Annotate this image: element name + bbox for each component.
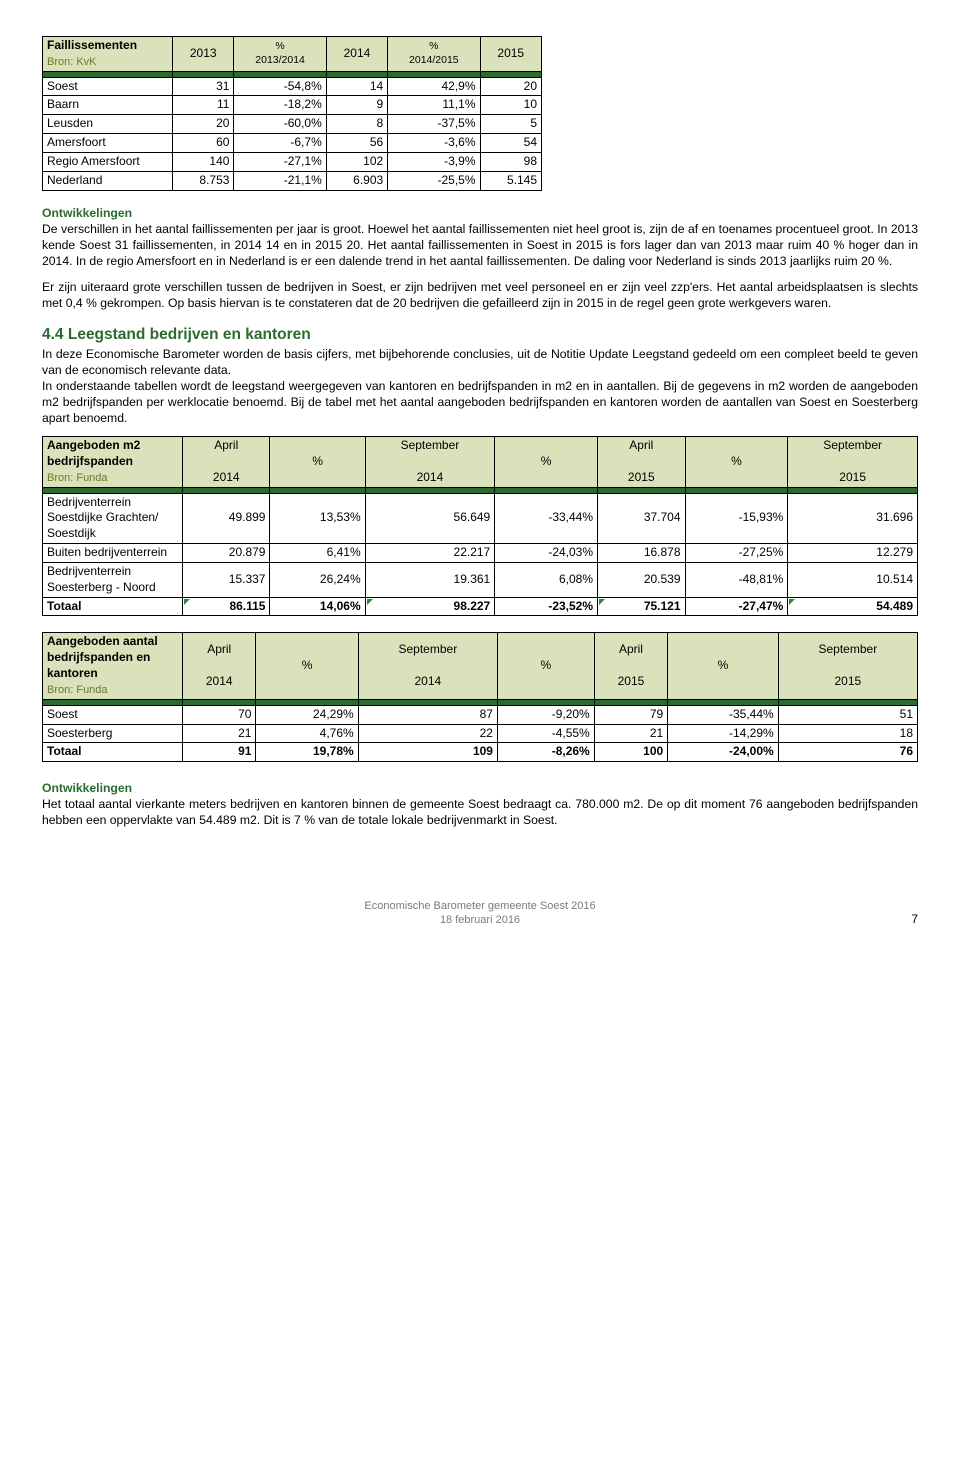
table-row: Leusden20-60,0%8-37,5%5 xyxy=(43,115,542,134)
table3-title: Aangeboden aantal bedrijfspanden en kant… xyxy=(47,634,158,680)
table1-source: Bron: KvK xyxy=(47,56,97,68)
aangeboden-aantal-table: Aangeboden aantal bedrijfspanden en kant… xyxy=(42,632,918,762)
faillissementen-table: Faillissementen Bron: KvK 2013 %2013/201… xyxy=(42,36,542,191)
col-pct1: %2013/2014 xyxy=(234,37,326,72)
body-paragraph: Het totaal aantal vierkante meters bedri… xyxy=(42,796,918,828)
col: April2015 xyxy=(594,633,667,699)
body-paragraph: De verschillen in het aantal faillisseme… xyxy=(42,221,918,269)
table-total-row: Totaal9119,78%109-8,26%100-24,00%76 xyxy=(43,743,918,762)
table-row: Baarn11-18,2%911,1%10 xyxy=(43,96,542,115)
col: % xyxy=(497,633,594,699)
page-footer: Economische Barometer gemeente Soest 201… xyxy=(42,899,918,928)
col: % xyxy=(270,437,365,487)
table-row: Bedrijventerrein Soestdijke Grachten/ So… xyxy=(43,493,918,543)
col-pct2: %2014/2015 xyxy=(388,37,480,72)
table-row: Soest31-54,8%1442,9%20 xyxy=(43,77,542,96)
table2-source: Bron: Funda xyxy=(47,472,108,484)
col: September2015 xyxy=(788,437,918,487)
table-row: Amersfoort60-6,7%56-3,6%54 xyxy=(43,134,542,153)
col: September2014 xyxy=(358,633,497,699)
col: % xyxy=(685,437,788,487)
col: September2015 xyxy=(778,633,917,699)
col: September2014 xyxy=(365,437,495,487)
col: April2014 xyxy=(183,633,256,699)
footer-line-1: Economische Barometer gemeente Soest 201… xyxy=(364,900,595,912)
col: % xyxy=(668,633,778,699)
page-number: 7 xyxy=(911,912,918,928)
col: % xyxy=(495,437,598,487)
body-paragraph: In deze Economische Barometer worden de … xyxy=(42,346,918,378)
body-paragraph: In onderstaande tabellen wordt de leegst… xyxy=(42,378,918,426)
table-row: Buiten bedrijventerrein20.8796,41%22.217… xyxy=(43,544,918,563)
col: April2015 xyxy=(598,437,685,487)
table2-title: Aangeboden m2 bedrijfspanden xyxy=(47,438,140,468)
ontwikkelingen-heading-2: Ontwikkelingen xyxy=(42,780,918,796)
col: % xyxy=(256,633,358,699)
col: April2014 xyxy=(183,437,270,487)
body-paragraph: Er zijn uiteraard grote verschillen tuss… xyxy=(42,279,918,311)
table-row: Nederland8.753-21,1%6.903-25,5%5.145 xyxy=(43,171,542,190)
table-row: Regio Amersfoort140-27,1%102-3,9%98 xyxy=(43,152,542,171)
table-row: Soest7024,29%87-9,20%79-35,44%51 xyxy=(43,705,918,724)
col-2014: 2014 xyxy=(326,37,387,72)
col-2013: 2013 xyxy=(173,37,234,72)
aangeboden-m2-table: Aangeboden m2 bedrijfspanden Bron: Funda… xyxy=(42,436,918,616)
col-2015: 2015 xyxy=(480,37,542,72)
table3-source: Bron: Funda xyxy=(47,684,108,696)
footer-line-2: 18 februari 2016 xyxy=(440,914,520,926)
section-4-4-heading: 4.4 Leegstand bedrijven en kantoren xyxy=(42,325,918,345)
table-row: Bedrijventerrein Soesterberg - Noord15.3… xyxy=(43,562,918,597)
table1-title: Faillissementen xyxy=(47,38,137,52)
table-total-row: Totaal86.11514,06%98.227-23,52%75.121-27… xyxy=(43,597,918,616)
table-row: Soesterberg214,76%22-4,55%21-14,29%18 xyxy=(43,724,918,743)
ontwikkelingen-heading-1: Ontwikkelingen xyxy=(42,205,918,221)
